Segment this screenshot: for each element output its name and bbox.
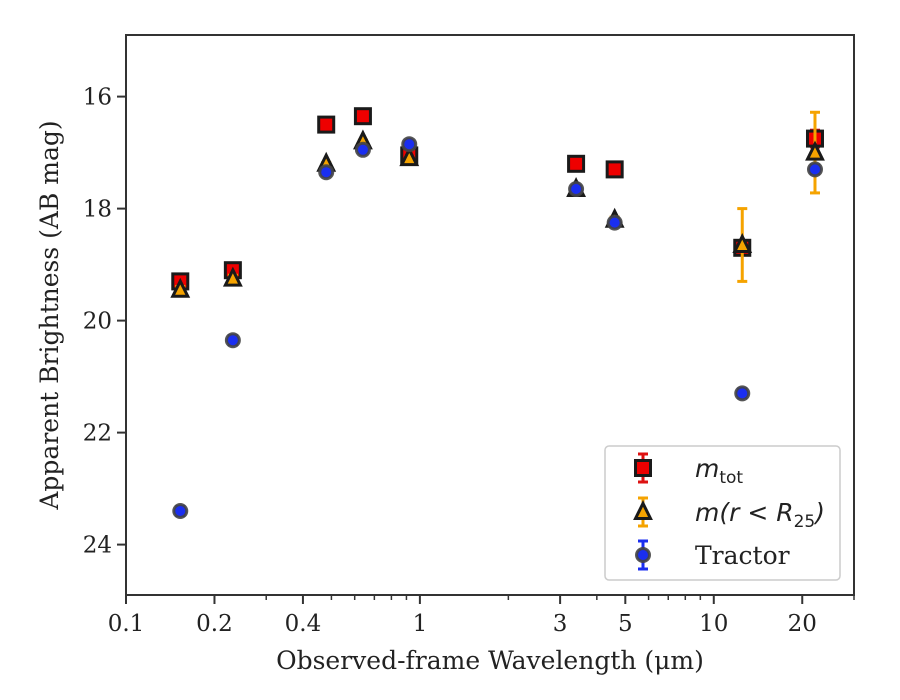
legend-label-base: m(r < R xyxy=(695,498,794,527)
legend-label-mtot: mtot xyxy=(695,454,743,488)
legend-marker-mtot xyxy=(634,459,652,477)
legend-label-m_r25: m(r < R25) xyxy=(695,498,825,532)
point-tractor xyxy=(172,503,189,519)
legend-label-close: ) xyxy=(813,498,825,527)
plot-frame xyxy=(125,34,855,596)
series-tractor xyxy=(172,136,823,519)
point-tractor xyxy=(401,136,418,153)
data-marks xyxy=(170,107,825,519)
x-tick-label: 20 xyxy=(788,611,817,637)
x-tick-label: 0.1 xyxy=(108,611,145,637)
point-mtot xyxy=(567,154,586,173)
x-tick-label: 0.2 xyxy=(196,611,233,637)
point-tractor xyxy=(806,161,823,178)
legend-marker-m_r25 xyxy=(633,500,653,520)
point-tractor xyxy=(606,214,623,231)
x-tick-label: 3 xyxy=(553,611,568,637)
y-tick-label: 16 xyxy=(83,85,112,111)
point-mtot xyxy=(353,107,372,126)
x-tick-label: 0.4 xyxy=(285,611,322,637)
x-tick-label: 5 xyxy=(618,611,633,637)
x-tick-label: 1 xyxy=(413,611,428,637)
y-tick-label: 24 xyxy=(83,533,112,559)
legend-marker-tractor xyxy=(635,547,651,563)
x-axis-label: Observed-frame Wavelength (μm) xyxy=(276,646,704,675)
y-tick-label: 20 xyxy=(83,309,112,335)
series-m_r25 xyxy=(170,110,825,298)
legend-frame xyxy=(604,445,841,581)
point-m_r25 xyxy=(732,233,753,253)
point-tractor xyxy=(224,332,241,349)
legend-label-subscript: tot xyxy=(719,468,743,488)
point-m_r25 xyxy=(170,277,191,298)
series-mtot xyxy=(171,107,824,291)
x-tick-label: 10 xyxy=(699,611,728,637)
legend-label-tractor: Tractor xyxy=(695,541,790,570)
legend: mtot m(r < R25) Tractor xyxy=(604,445,841,581)
point-m_r25 xyxy=(222,266,243,287)
y-axis-label: Apparent Brightness (AB mag) xyxy=(35,120,64,510)
point-m_r25 xyxy=(399,146,420,167)
axes: 0.1 0.2 0.4 1 3 5 10 20 16 18 20 22 24 xyxy=(83,85,855,637)
point-mtot xyxy=(317,115,336,134)
point-tractor xyxy=(318,164,335,181)
point-mtot xyxy=(605,160,624,179)
point-tractor xyxy=(568,181,585,197)
legend-label-base: m xyxy=(695,454,719,483)
point-tractor xyxy=(354,141,371,158)
point-m_r25 xyxy=(805,140,825,161)
legend-label-subscript: 25 xyxy=(794,512,816,532)
y-tick-label: 18 xyxy=(83,197,112,223)
y-tick-label: 22 xyxy=(83,421,112,447)
point-tractor xyxy=(734,385,751,402)
